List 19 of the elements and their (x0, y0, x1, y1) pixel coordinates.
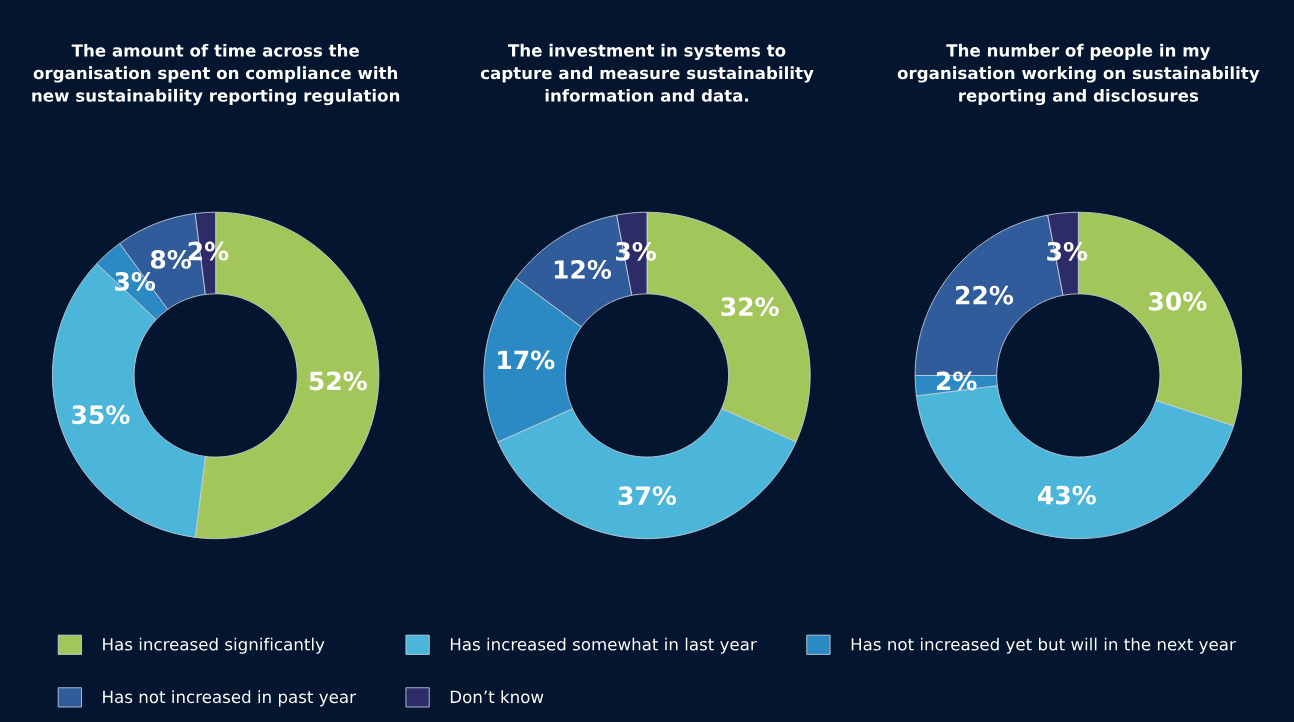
data-label: 35% (72, 405, 130, 425)
data-label: 3% (115, 271, 156, 291)
legend-label: Has not increased yet but will in the next year (851, 637, 1236, 654)
legend-label: Has not increased in past year (103, 690, 356, 707)
data-label: 37% (618, 486, 677, 506)
data-label: 2% (936, 371, 977, 391)
legend-label: Don’t know (450, 690, 544, 704)
chart-title: The number of people in my organisation working on sustainability reporting and disclosures (897, 43, 1260, 106)
data-label: 32% (721, 297, 779, 317)
chart-title: The amount of time across the organisation spent on compliance with new sustainability reporting regulation (32, 43, 400, 106)
data-label: 12% (554, 260, 612, 279)
data-label: 30% (1149, 291, 1207, 311)
data-label: 52% (309, 371, 367, 391)
chart-title: The investment in systems to capture and measure sustainability information and data. (480, 43, 814, 102)
data-label: 43% (1038, 485, 1096, 505)
legend-label: Has increased significantly (103, 637, 325, 654)
data-label: 22% (956, 285, 1014, 305)
legend-label: Has increased somewhat in last year (450, 637, 757, 654)
data-label: 17% (498, 350, 555, 370)
